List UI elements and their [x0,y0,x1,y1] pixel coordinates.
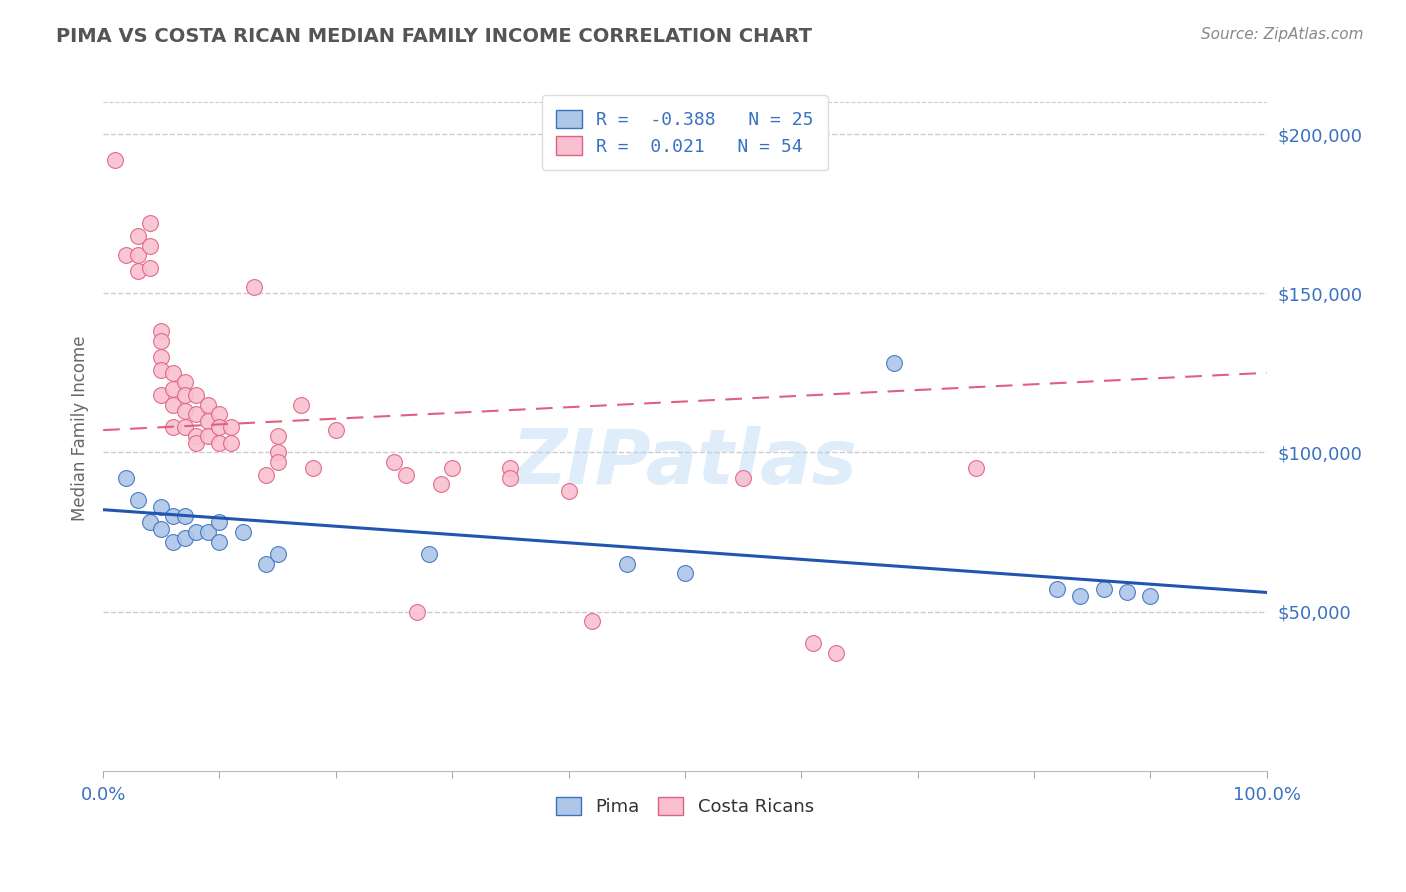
Point [429,477,451,491]
Point [1069,589,1091,603]
Point [150,325,173,339]
Point [616,557,638,571]
Point [208,420,231,434]
Y-axis label: Median Family Income: Median Family Income [72,335,89,521]
Point [186,407,208,421]
Point [150,388,173,402]
Point [232,524,254,539]
Point [150,362,173,376]
Point [395,467,418,482]
Point [1116,585,1139,599]
Point [197,413,219,427]
Point [965,461,987,475]
Point [290,398,312,412]
Point [150,334,173,348]
Point [138,516,160,530]
Point [138,238,160,252]
Point [127,493,149,508]
Point [219,435,242,450]
Point [825,646,848,660]
Point [254,557,277,571]
Point [104,153,127,167]
Point [186,388,208,402]
Point [173,388,195,402]
Point [673,566,696,581]
Point [138,216,160,230]
Point [173,509,195,524]
Point [162,420,184,434]
Point [325,423,347,437]
Point [883,356,905,370]
Point [208,407,231,421]
Point [150,350,173,364]
Point [162,509,184,524]
Point [127,248,149,262]
Point [254,467,277,482]
Point [406,605,429,619]
Point [115,248,138,262]
Point [150,522,173,536]
Point [266,445,288,459]
Point [441,461,464,475]
Point [162,398,184,412]
Point [173,404,195,418]
Point [197,429,219,443]
Point [1139,589,1161,603]
Point [150,500,173,514]
Point [127,229,149,244]
Legend: Pima, Costa Ricans: Pima, Costa Ricans [548,789,821,823]
Point [243,280,266,294]
Point [499,471,522,485]
Point [138,260,160,275]
Point [581,614,603,628]
Point [266,455,288,469]
Point [208,534,231,549]
Point [173,376,195,390]
Point [1046,582,1069,597]
Point [115,471,138,485]
Point [127,264,149,278]
Point [557,483,579,498]
Text: PIMA VS COSTA RICAN MEDIAN FAMILY INCOME CORRELATION CHART: PIMA VS COSTA RICAN MEDIAN FAMILY INCOME… [56,27,813,45]
Point [731,471,754,485]
Point [186,429,208,443]
Text: ZIPatlas: ZIPatlas [512,425,858,500]
Point [162,534,184,549]
Point [208,516,231,530]
Point [266,429,288,443]
Point [266,547,288,561]
Text: Source: ZipAtlas.com: Source: ZipAtlas.com [1201,27,1364,42]
Point [186,435,208,450]
Point [173,532,195,546]
Point [173,420,195,434]
Point [197,398,219,412]
Point [418,547,440,561]
Point [197,524,219,539]
Point [186,524,208,539]
Point [208,435,231,450]
Point [301,461,323,475]
Point [1092,582,1115,597]
Point [162,366,184,380]
Point [382,455,405,469]
Point [801,636,824,650]
Point [219,420,242,434]
Point [162,382,184,396]
Point [499,461,522,475]
